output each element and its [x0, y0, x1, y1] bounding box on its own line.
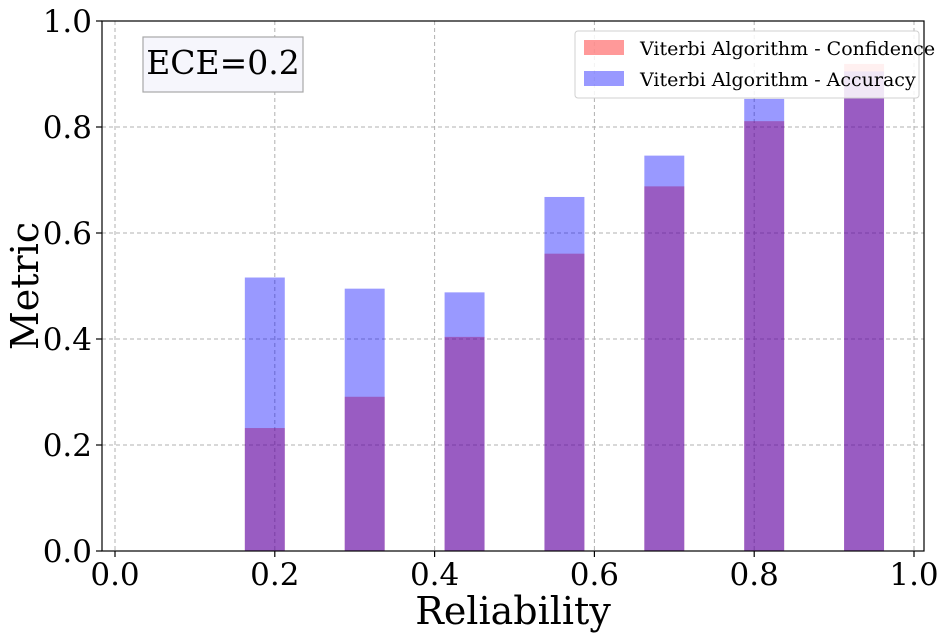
legend-swatch-confidence — [584, 40, 624, 55]
y-axis-label: Metric — [3, 222, 47, 350]
accuracy-bar — [744, 98, 785, 551]
y-tick-label: 0.2 — [43, 428, 92, 464]
x-tick-label: 0.4 — [410, 557, 459, 593]
x-tick-label: 0.0 — [90, 557, 139, 593]
y-tick-label: 0.8 — [43, 110, 92, 146]
accuracy-bar — [844, 71, 885, 551]
series-accuracy — [244, 71, 885, 551]
confidence-bar — [244, 428, 285, 551]
legend-label-accuracy: Viterbi Algorithm - Accuracy — [639, 69, 916, 91]
y-tick-label: 1.0 — [43, 4, 92, 40]
ece-annotation: ECE=0.2 — [146, 43, 300, 82]
accuracy-bar — [644, 155, 685, 551]
y-tick-label: 0.4 — [43, 322, 92, 358]
confidence-bar — [444, 336, 485, 551]
x-axis-label: Reliability — [415, 589, 611, 633]
grid — [102, 20, 924, 552]
confidence-bar — [744, 121, 785, 552]
x-tick-label: 0.2 — [250, 557, 299, 593]
y-tick-label: 0.6 — [43, 216, 92, 252]
x-tick-label: 1.0 — [889, 557, 938, 593]
confidence-bar — [644, 186, 685, 552]
ece-annotation-box: ECE=0.2 — [142, 36, 304, 93]
x-tick-label: 0.6 — [570, 557, 619, 593]
legend-swatch-accuracy — [584, 71, 624, 86]
bars — [244, 63, 885, 552]
accuracy-bar — [344, 288, 385, 551]
series-confidence — [244, 63, 885, 552]
legend-label-confidence: Viterbi Algorithm - Confidence — [639, 38, 935, 60]
ticks: 0.0 0.2 0.4 0.6 0.8 1.0 0.0 0.2 0.4 0.6 0.8 1.0 — [43, 4, 939, 593]
accuracy-bar — [544, 196, 585, 551]
confidence-bar — [544, 253, 585, 552]
accuracy-bar — [244, 277, 285, 551]
y-tick-label: 0.0 — [43, 534, 92, 570]
plot-frame — [101, 20, 925, 552]
accuracy-bar — [444, 292, 485, 551]
x-tick-label: 0.8 — [730, 557, 779, 593]
confidence-bar — [844, 63, 885, 552]
legend: Viterbi Algorithm - Confidence Viterbi A… — [574, 30, 935, 99]
confidence-bar — [344, 396, 385, 551]
